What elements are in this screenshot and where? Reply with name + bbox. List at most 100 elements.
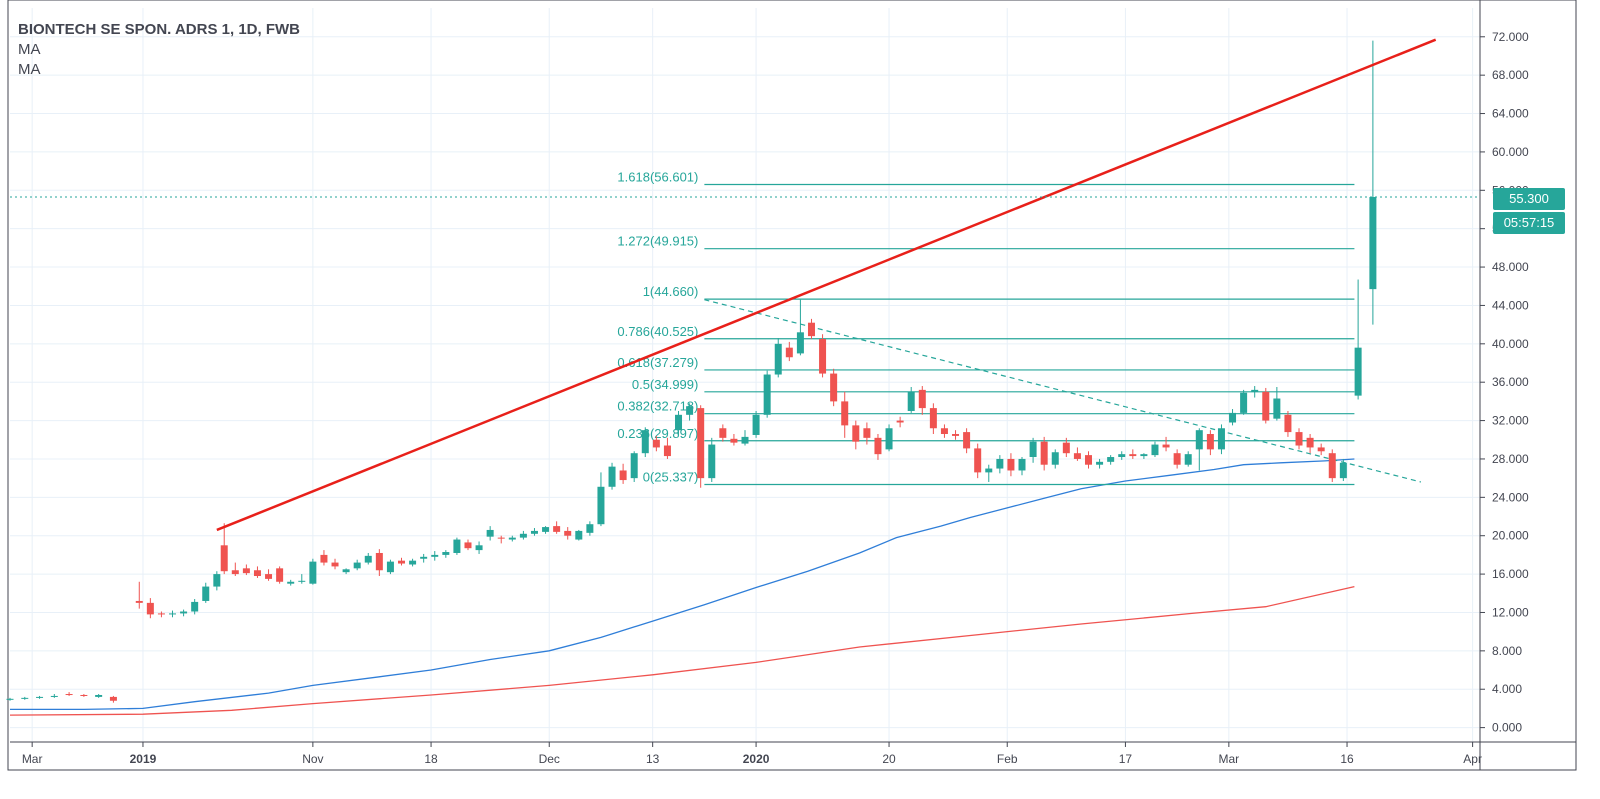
y-tick-label: 64.000 xyxy=(1492,107,1529,121)
candle-body xyxy=(298,580,306,582)
candle-body xyxy=(940,428,948,435)
candle-body xyxy=(896,420,904,423)
candle-body xyxy=(807,322,815,337)
candle-body xyxy=(996,458,1004,469)
candle-body xyxy=(1306,437,1314,448)
candle-body xyxy=(287,581,295,584)
candle-body xyxy=(763,374,771,415)
indicator-ma-1[interactable]: MA xyxy=(18,41,41,58)
candle-body xyxy=(1018,458,1026,471)
candle-body xyxy=(157,613,165,615)
candle-body xyxy=(213,574,221,587)
y-tick-label: 20.000 xyxy=(1492,529,1529,543)
symbol-title[interactable]: BIONTECH SE SPON. ADRS 1, 1D, FWB xyxy=(18,21,300,38)
fib-level-label: 1(44.660) xyxy=(643,284,699,299)
candle-body xyxy=(420,556,428,559)
candle-body xyxy=(530,530,538,534)
x-tick-label: 2019 xyxy=(130,752,157,766)
candle-body xyxy=(708,444,716,479)
candle-body xyxy=(1084,455,1092,465)
fib-level-label: 0.618(37.279) xyxy=(617,355,698,370)
candle-body xyxy=(135,600,143,603)
candle-body xyxy=(730,438,738,443)
candle-body xyxy=(852,425,860,442)
candle-body xyxy=(1284,414,1292,433)
candle-body xyxy=(1140,454,1148,457)
y-tick-label: 16.000 xyxy=(1492,567,1529,581)
chart-border xyxy=(7,0,1577,771)
candle-body xyxy=(1240,392,1248,413)
candle-body xyxy=(863,428,871,438)
candle-body xyxy=(885,428,893,450)
candle-body xyxy=(1184,454,1192,465)
candle-body xyxy=(431,554,439,557)
candle-body xyxy=(1317,447,1325,452)
candle-body xyxy=(774,343,782,375)
candle-body xyxy=(1251,389,1259,392)
candle-body xyxy=(109,696,117,701)
y-tick-label: 60.000 xyxy=(1492,145,1529,159)
candle-body xyxy=(180,611,188,614)
candle-body xyxy=(752,414,760,435)
x-tick-label: Mar xyxy=(22,752,43,766)
candle-body xyxy=(276,568,284,582)
candle-body xyxy=(1354,347,1362,396)
fib-level-label: 0.382(32.718) xyxy=(617,399,698,414)
candle-body xyxy=(963,432,971,449)
y-tick-label: 72.000 xyxy=(1492,30,1529,44)
candle-body xyxy=(697,408,705,479)
x-tick-label: Nov xyxy=(302,752,323,766)
x-tick-label: 17 xyxy=(1119,752,1133,766)
candle-body xyxy=(929,408,937,429)
x-tick-label: 18 xyxy=(424,752,438,766)
candle-body xyxy=(1040,441,1048,465)
candle-body xyxy=(409,560,417,565)
ma-fast-line xyxy=(10,458,1355,711)
candle-body xyxy=(1339,462,1347,479)
candle-body xyxy=(231,570,239,575)
candle-body xyxy=(95,694,103,697)
y-tick-label: 12.000 xyxy=(1492,605,1529,619)
candle-body xyxy=(242,568,250,574)
chart-legend: BIONTECH SE SPON. ADRS 1, 1D, FWB MA MA xyxy=(18,20,300,80)
fib-level-label: 1.618(56.601) xyxy=(617,170,698,185)
candle-body xyxy=(1062,442,1070,454)
candle-body xyxy=(907,391,915,411)
red-trendline xyxy=(216,38,1437,532)
candle-body xyxy=(375,552,383,571)
candle-body xyxy=(830,373,838,402)
candle-body xyxy=(169,613,177,615)
candle-body xyxy=(952,434,960,436)
candle-body xyxy=(386,561,394,573)
candle-body xyxy=(1118,454,1126,458)
candle-body xyxy=(641,430,649,454)
candle-body xyxy=(353,562,361,569)
candle-body xyxy=(519,533,527,538)
x-tick-label: Feb xyxy=(997,752,1018,766)
candle-body xyxy=(309,561,317,584)
candle-body xyxy=(608,466,616,487)
candle-body xyxy=(1096,461,1104,465)
x-tick-label: Mar xyxy=(1219,752,1240,766)
indicator-ma-2[interactable]: MA xyxy=(18,61,41,78)
candle-body xyxy=(464,542,472,549)
candle-body xyxy=(741,436,749,444)
candle-body xyxy=(1073,453,1081,459)
candle-body xyxy=(1217,428,1225,450)
candle-body xyxy=(497,537,505,539)
candle-body xyxy=(974,448,982,473)
candle-body xyxy=(6,698,14,700)
candle-body xyxy=(486,529,494,537)
x-tick-label: 13 xyxy=(646,752,660,766)
last-price-badge: 55.300 xyxy=(1493,188,1565,210)
fib-level-label: 0.786(40.525) xyxy=(617,324,698,339)
candle-body xyxy=(1151,444,1159,456)
x-tick-label: Apr xyxy=(1463,752,1482,766)
candle-body xyxy=(342,569,350,573)
candle-body xyxy=(220,545,228,572)
candle-body xyxy=(1029,441,1037,458)
candle-body xyxy=(265,574,273,579)
fib-level-label: 0.236(29.897) xyxy=(617,426,698,441)
